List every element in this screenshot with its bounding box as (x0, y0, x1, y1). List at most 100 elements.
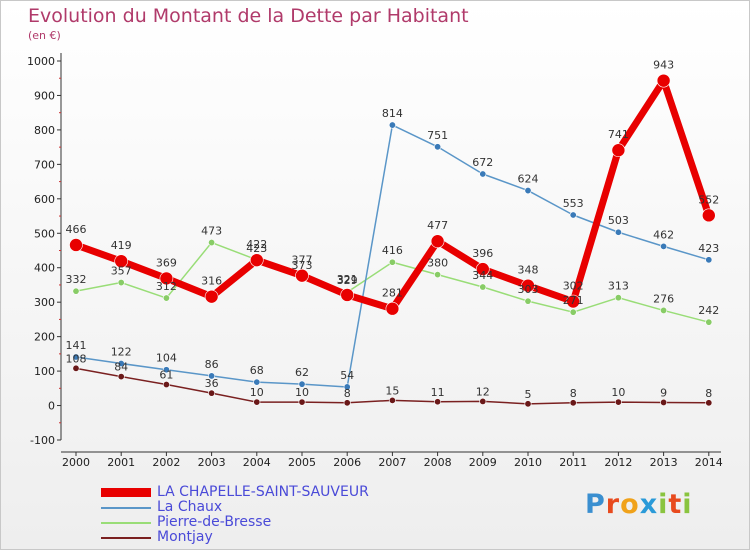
data-label-la-chapelle: 369 (156, 256, 177, 269)
legend-swatch-pierre-de-bresse (101, 521, 151, 524)
data-point-pierre-de-bresse (117, 279, 125, 287)
data-label-montjay: 10 (611, 386, 625, 399)
data-point-la-chapelle (340, 288, 355, 302)
logo-letter: r (605, 489, 621, 520)
data-point-la-chapelle (250, 253, 264, 267)
data-label-la-chaux: 751 (427, 129, 448, 142)
data-point-pierre-de-bresse (614, 294, 622, 302)
legend-label-pierre-de-bresse: Pierre-de-Bresse (157, 514, 272, 530)
data-label-montjay: 10 (250, 386, 264, 399)
x-tick-label: 2007 (378, 456, 406, 469)
y-tick-label: 600 (34, 193, 55, 206)
x-tick-label: 2012 (604, 456, 632, 469)
data-label-la-chaux: 104 (156, 352, 177, 365)
x-tick-label: 2008 (424, 456, 452, 469)
logo-letter: x (639, 489, 659, 520)
data-point-pierre-de-bresse (208, 239, 216, 247)
data-label-la-chapelle: 552 (698, 193, 719, 206)
data-point-pierre-de-bresse (479, 283, 487, 291)
data-label-la-chaux: 62 (295, 366, 309, 379)
y-tick-label: 100 (34, 365, 55, 378)
data-point-la-chaux (388, 121, 396, 129)
data-label-pierre-de-bresse: 271 (563, 294, 584, 307)
data-label-montjay: 8 (570, 387, 577, 400)
data-label-pierre-de-bresse: 276 (653, 292, 674, 305)
data-label-la-chapelle: 281 (382, 287, 403, 300)
data-point-montjay (569, 399, 577, 407)
data-point-la-chaux (660, 242, 668, 250)
data-point-pierre-de-bresse (434, 271, 442, 279)
data-point-pierre-de-bresse (705, 318, 713, 326)
legend-swatch-montjay (101, 536, 151, 539)
data-label-pierre-de-bresse: 303 (518, 283, 539, 296)
data-point-la-chapelle (611, 143, 626, 158)
logo-letter: t (668, 489, 683, 520)
x-tick-label: 2006 (333, 456, 361, 469)
data-point-la-chapelle (204, 289, 219, 304)
data-label-la-chaux: 462 (653, 228, 674, 241)
logo-letter: i (682, 489, 693, 520)
x-tick-label: 2002 (152, 456, 180, 469)
x-tick-label: 2004 (243, 456, 271, 469)
x-tick-label: 2010 (514, 456, 542, 469)
data-label-pierre-de-bresse: 423 (246, 242, 267, 255)
data-label-la-chaux: 553 (563, 197, 584, 210)
data-label-la-chapelle: 477 (427, 219, 448, 232)
data-point-la-chaux (298, 380, 306, 388)
data-point-la-chaux (479, 170, 487, 178)
data-point-la-chapelle (69, 238, 83, 252)
data-label-montjay: 11 (431, 386, 445, 399)
data-point-pierre-de-bresse (524, 297, 532, 305)
data-label-pierre-de-bresse: 473 (201, 225, 222, 238)
data-point-la-chaux (72, 353, 80, 361)
logo-letter: i (658, 489, 669, 520)
legend: LA CHAPELLE-SAINT-SAUVEUR La Chaux Pierr… (101, 485, 369, 545)
data-point-la-chaux (117, 360, 125, 368)
data-label-la-chaux: 122 (111, 346, 132, 359)
data-point-la-chapelle (701, 208, 716, 223)
data-point-la-chapelle (430, 234, 445, 248)
data-label-la-chaux: 68 (250, 364, 264, 377)
data-point-la-chaux (705, 256, 713, 264)
legend-swatch-la-chaux (101, 506, 151, 509)
data-label-la-chapelle: 419 (111, 239, 132, 252)
data-point-la-chaux (614, 228, 622, 236)
data-label-la-chapelle: 321 (337, 273, 358, 286)
data-label-pierre-de-bresse: 242 (698, 304, 719, 317)
data-label-montjay: 15 (385, 384, 399, 397)
data-label-la-chapelle: 348 (518, 264, 539, 277)
data-point-pierre-de-bresse (162, 294, 170, 302)
legend-item-la-chaux: La Chaux (101, 500, 369, 515)
data-label-montjay: 12 (476, 385, 490, 398)
x-tick-label: 2013 (650, 456, 678, 469)
y-tick-label: 1000 (27, 55, 55, 68)
y-tick-label: 300 (34, 296, 55, 309)
y-tick-label: 500 (34, 227, 55, 240)
data-point-montjay (614, 398, 622, 406)
data-point-pierre-de-bresse (569, 308, 577, 316)
legend-label-montjay: Montjay (157, 529, 213, 545)
data-label-pierre-de-bresse: 416 (382, 244, 403, 257)
x-tick-label: 2003 (198, 456, 226, 469)
data-point-montjay (524, 400, 532, 408)
data-label-pierre-de-bresse: 344 (472, 269, 493, 282)
data-point-la-chaux (208, 372, 216, 380)
x-tick-label: 2009 (469, 456, 497, 469)
data-label-montjay: 61 (159, 369, 173, 382)
data-label-la-chaux: 503 (608, 214, 629, 227)
data-label-montjay: 8 (705, 387, 712, 400)
data-point-la-chaux (162, 366, 170, 374)
data-point-la-chapelle (385, 301, 400, 316)
data-label-la-chapelle: 943 (653, 59, 674, 72)
x-tick-label: 2005 (288, 456, 316, 469)
data-point-montjay (72, 364, 80, 372)
data-label-la-chapelle: 302 (563, 279, 584, 292)
y-tick-label: 200 (34, 331, 55, 344)
x-tick-label: 2014 (695, 456, 723, 469)
data-label-montjay: 5 (525, 388, 532, 401)
data-label-la-chapelle: 422 (246, 238, 267, 251)
legend-label-la-chaux: La Chaux (157, 499, 223, 515)
data-point-pierre-de-bresse (72, 287, 80, 295)
data-point-montjay (343, 399, 351, 407)
